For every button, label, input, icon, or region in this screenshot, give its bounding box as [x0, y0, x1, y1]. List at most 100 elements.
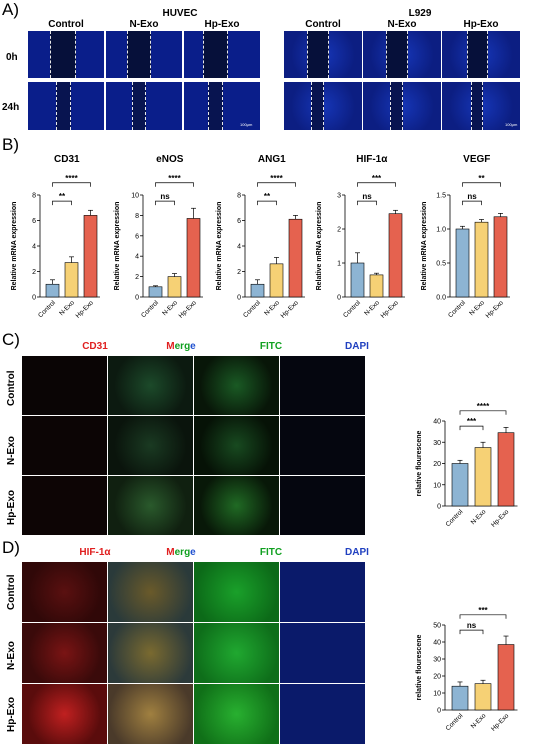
- bar: [45, 283, 60, 298]
- sig-bracket: [357, 182, 396, 187]
- bar: [288, 218, 303, 298]
- if-image-d: [108, 623, 193, 683]
- scratch-gap: [208, 82, 223, 130]
- scratch-gap: [385, 31, 408, 78]
- huvec-scale: 100μm: [240, 122, 253, 127]
- c-stain-merge: Merge: [146, 341, 216, 352]
- sig-label: ****: [65, 174, 78, 183]
- x-tick-label: Control: [140, 299, 160, 319]
- y-tick-label: 8: [135, 213, 139, 220]
- y-tick-label: 50: [433, 623, 441, 630]
- scratch-image: [28, 82, 104, 130]
- row-24h: 24h: [2, 102, 20, 113]
- if-image-c: [22, 476, 107, 535]
- chart-title: eNOS: [156, 154, 184, 165]
- c-stain-fitc: FITC: [259, 341, 283, 352]
- if-image-c: [22, 356, 107, 415]
- sig-label: ****: [270, 174, 283, 183]
- y-tick-label: 1: [337, 261, 341, 268]
- y-tick-label: 0: [337, 295, 341, 302]
- chart-title: HIF-1α: [356, 154, 388, 165]
- y-tick-label: 0: [237, 295, 241, 302]
- bar: [269, 263, 284, 298]
- if-image-d: [194, 562, 279, 622]
- sig-label: ****: [477, 402, 490, 411]
- bar: [493, 216, 508, 298]
- d-scale: 200μm: [400, 728, 413, 733]
- sig-bracket: [459, 629, 484, 635]
- y-tick-label: 10: [433, 691, 441, 698]
- x-tick-label: Hp-Exo: [178, 299, 199, 320]
- merge-g: g: [184, 341, 191, 352]
- d-stain-hif: HIF-1α: [79, 547, 111, 558]
- c-scale: 200μm: [398, 523, 411, 528]
- y-axis-label: Relative mRNA expression: [11, 202, 18, 291]
- panel-a-letter: A): [2, 0, 19, 19]
- l929-col-hpexo: Hp-Exo: [463, 19, 499, 30]
- scratch-gap: [390, 82, 404, 130]
- y-tick-label: 4: [32, 244, 36, 251]
- sig-bracket: [459, 425, 484, 431]
- y-tick-label: 1.0: [436, 227, 446, 234]
- sig-bracket: [257, 182, 296, 187]
- sig-bracket: [462, 182, 501, 187]
- scratch-gap: [306, 31, 329, 78]
- y-tick-label: 40: [433, 640, 441, 647]
- scratch-gap: [55, 82, 71, 130]
- sig-bracket: [52, 200, 72, 206]
- if-image-c: [280, 476, 365, 535]
- x-tick-label: Control: [242, 299, 262, 319]
- merge-r: r: [180, 341, 185, 352]
- scratch-gap: [466, 31, 488, 78]
- sig-label: ns: [362, 192, 372, 201]
- if-image-d: [108, 684, 193, 744]
- sig-bracket: [459, 410, 507, 415]
- d-merge-m: M: [166, 547, 175, 558]
- d-row-hpexo: Hp-Exo: [6, 697, 17, 732]
- if-image-d: [194, 623, 279, 683]
- bar: [451, 463, 469, 507]
- y-axis-label: relative flourescene: [416, 635, 423, 701]
- y-tick-label: 6: [32, 218, 36, 225]
- y-tick-label: 30: [433, 440, 441, 447]
- bar: [83, 215, 98, 298]
- scratch-image: [184, 31, 260, 78]
- if-image-c: [280, 356, 365, 415]
- d-row-control: Control: [6, 574, 17, 610]
- sig-bracket: [459, 614, 507, 619]
- d-stain-fitc: FITC: [259, 547, 283, 558]
- merge-e2: e: [190, 341, 196, 352]
- y-tick-label: 2: [337, 227, 341, 234]
- y-axis-label: Relative mRNA expression: [216, 202, 223, 291]
- bar: [148, 286, 163, 298]
- sig-label: **: [264, 192, 271, 201]
- y-tick-label: 8: [237, 193, 241, 200]
- d-merge-r: r: [180, 547, 185, 558]
- c-stain-dapi: DAPI: [345, 341, 369, 352]
- if-image-d: [22, 684, 107, 744]
- scratch-image: [363, 31, 441, 78]
- if-image-c: [194, 356, 279, 415]
- sig-label: ****: [168, 174, 181, 183]
- bar: [186, 218, 201, 298]
- merge-m: M: [166, 341, 175, 352]
- sig-bracket: [52, 182, 91, 187]
- d-row-nexo: N-Exo: [6, 641, 17, 670]
- bar: [455, 228, 470, 298]
- chart-d: relative flourescene 0 10 20 30 40 50 Control N-…: [416, 606, 518, 733]
- if-image-c: [22, 416, 107, 475]
- bar: [388, 213, 403, 298]
- c-row-control: Control: [6, 370, 17, 406]
- d-stain-merge: Merge: [146, 547, 216, 558]
- scratch-image: [184, 82, 260, 130]
- sig-bracket: [155, 200, 175, 206]
- y-tick-label: 40: [433, 419, 441, 426]
- scratch-image: [28, 31, 104, 78]
- x-tick-label: Hp-Exo: [490, 508, 511, 529]
- bar: [369, 274, 384, 298]
- x-tick-label: Hp-Exo: [75, 299, 96, 320]
- l929-scale: 100μm: [505, 122, 518, 127]
- bar: [474, 683, 492, 711]
- y-tick-label: 0: [32, 295, 36, 302]
- bar: [167, 276, 182, 298]
